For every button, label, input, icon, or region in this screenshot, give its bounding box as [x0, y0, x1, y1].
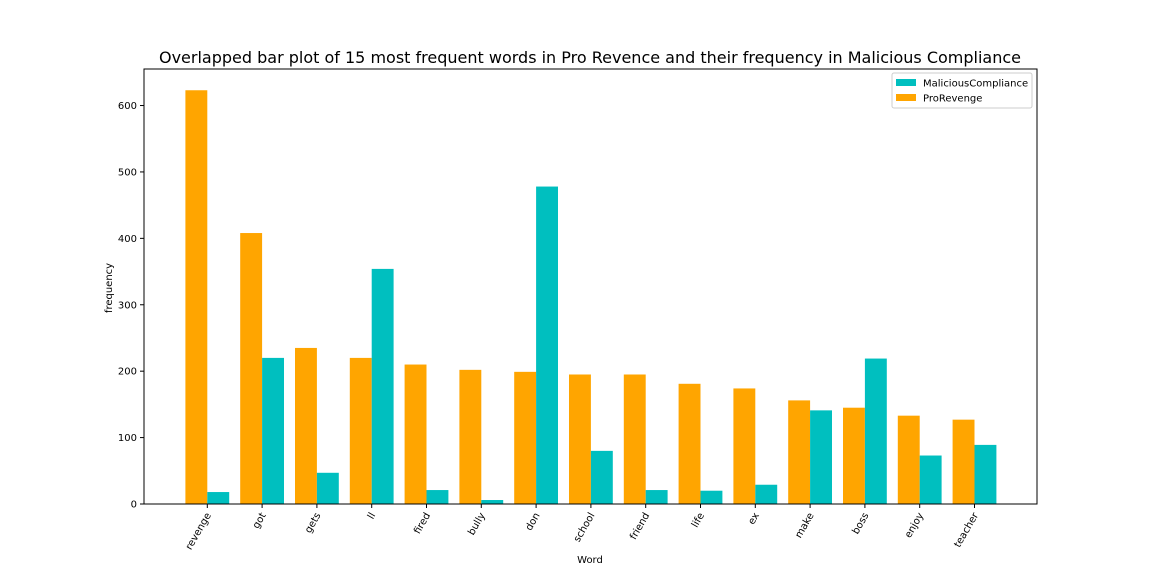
bar-maliciouscompliance-friend: [645, 490, 668, 504]
bar-prorevenge-ll: [349, 357, 372, 504]
y-tick-label: 400: [118, 234, 137, 245]
x-tick-label: fired: [412, 511, 433, 536]
y-tick-label: 600: [118, 101, 137, 112]
bar-prorevenge-boss: [843, 407, 865, 504]
bar-maliciouscompliance-revenge: [207, 492, 230, 504]
x-tick-label: ex: [746, 511, 762, 527]
legend-label-maliciouscompliance: MaliciousCompliance: [923, 79, 1028, 90]
bar-prorevenge-revenge: [185, 90, 208, 505]
x-tick-label: gets: [303, 511, 323, 535]
x-tick-label: make: [793, 511, 816, 540]
bar-maliciouscompliance-got: [262, 357, 284, 504]
x-tick-label: revenge: [184, 511, 214, 552]
y-tick-label: 0: [131, 500, 137, 511]
bar-prorevenge-bully: [459, 369, 482, 504]
axes-frame: [143, 68, 1038, 505]
x-tick-label: life: [690, 511, 707, 530]
y-tick-label: 500: [118, 167, 137, 178]
bar-prorevenge-life: [678, 383, 701, 504]
bar-prorevenge-got: [240, 233, 263, 505]
bar-prorevenge-gets: [295, 347, 317, 504]
x-tick-label: don: [524, 511, 543, 533]
legend-swatch-prorevenge: [896, 94, 916, 101]
legend-swatch-maliciouscompliance: [896, 79, 916, 86]
bar-maliciouscompliance-school: [590, 450, 613, 504]
bar-maliciouscompliance-gets: [316, 472, 339, 504]
chart-title: Overlapped bar plot of 15 most frequent …: [159, 48, 1021, 67]
bar-prorevenge-teacher: [952, 419, 975, 504]
bar-prorevenge-fired: [404, 364, 427, 504]
plot-area: revenge got gets ll fired bully don school frien…: [118, 68, 1038, 552]
bar-maliciouscompliance-don: [536, 186, 558, 504]
x-tick-label: got: [251, 511, 269, 531]
bar-prorevenge-enjoy: [897, 415, 920, 504]
x-tick-label: enjoy: [903, 511, 926, 540]
bar-maliciouscompliance-teacher: [974, 444, 997, 504]
y-tick-label: 100: [118, 433, 137, 444]
x-axis-label: Word: [577, 555, 603, 566]
bar-maliciouscompliance-boss: [864, 358, 887, 504]
bar-maliciouscompliance-ex: [755, 484, 778, 504]
bar-maliciouscompliance-life: [700, 490, 723, 504]
x-tick-label: bully: [466, 511, 488, 537]
bar-prorevenge-friend: [623, 374, 646, 504]
x-tick-label: teacher: [952, 510, 981, 549]
bar-prorevenge-don: [514, 371, 537, 504]
bar-maliciouscompliance-enjoy: [919, 455, 942, 504]
x-tick-label: school: [572, 511, 598, 544]
legend: MaliciousCompliance ProRevenge: [891, 72, 1033, 109]
bar-prorevenge-school: [569, 374, 591, 504]
bar-maliciouscompliance-ll: [371, 268, 394, 504]
x-tick-label: friend: [628, 511, 652, 542]
y-tick-label: 300: [118, 300, 137, 311]
bar-prorevenge-ex: [733, 388, 756, 504]
x-tick-label: ll: [366, 511, 378, 521]
bar-maliciouscompliance-bully: [481, 500, 504, 504]
bar-maliciouscompliance-make: [810, 410, 832, 504]
legend-box: [891, 72, 1033, 109]
bar-maliciouscompliance-fired: [426, 490, 449, 504]
x-tick-label: boss: [851, 511, 872, 536]
legend-label-prorevenge: ProRevenge: [923, 94, 982, 105]
bar-prorevenge-make: [788, 400, 811, 504]
y-tick-label: 200: [118, 367, 137, 378]
y-axis-label: frequency: [104, 263, 115, 313]
